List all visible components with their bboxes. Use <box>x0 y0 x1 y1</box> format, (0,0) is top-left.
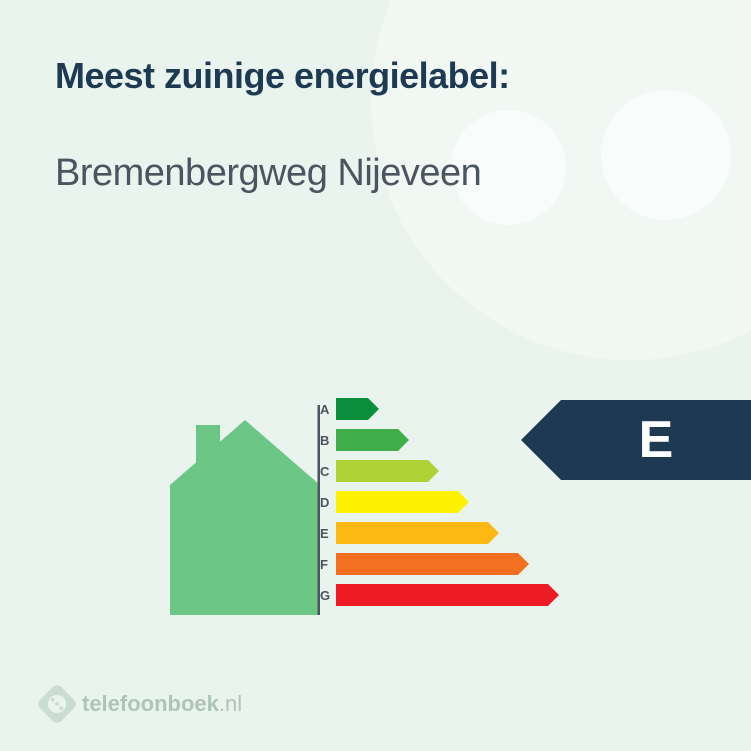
energy-bar-fill <box>336 429 398 451</box>
footer-brand-bold: telefoonboek <box>82 691 219 716</box>
energy-chart: A B C D E F G E <box>0 370 751 630</box>
energy-bar-fill <box>336 553 518 575</box>
energy-bar-fill <box>336 491 458 513</box>
energy-bar-d: D <box>320 488 548 516</box>
footer-brand-light: .nl <box>219 691 242 716</box>
energy-bar-fill <box>336 460 428 482</box>
energy-bar-a: A <box>320 395 548 423</box>
page-title: Meest zuinige energielabel: <box>55 55 696 97</box>
energy-bar-fill <box>336 522 488 544</box>
energy-bars: A B C D E F G <box>320 395 548 612</box>
rating-badge: E <box>561 400 751 480</box>
rating-badge-value: E <box>639 410 674 470</box>
energy-bar-fill <box>336 398 368 420</box>
energy-bar-b: B <box>320 426 548 454</box>
energy-bar-label: A <box>320 402 336 417</box>
energy-bar-label: B <box>320 433 336 448</box>
energy-bar-fill <box>336 584 548 606</box>
house-icon <box>170 405 320 620</box>
energy-bar-label: G <box>320 588 336 603</box>
energy-bar-f: F <box>320 550 548 578</box>
energy-bar-c: C <box>320 457 548 485</box>
energy-bar-label: D <box>320 495 336 510</box>
energy-bar-label: E <box>320 526 336 541</box>
energy-bar-label: F <box>320 557 336 572</box>
page-subtitle: Bremenbergweg Nijeveen <box>55 152 696 195</box>
energy-bar-e: E <box>320 519 548 547</box>
footer-logo-icon <box>36 683 78 725</box>
footer-brand: telefoonboek.nl <box>82 691 242 717</box>
content-area: Meest zuinige energielabel: Bremenbergwe… <box>0 0 751 195</box>
energy-bar-label: C <box>320 464 336 479</box>
energy-bar-g: G <box>320 581 548 609</box>
footer: telefoonboek.nl <box>42 689 242 719</box>
